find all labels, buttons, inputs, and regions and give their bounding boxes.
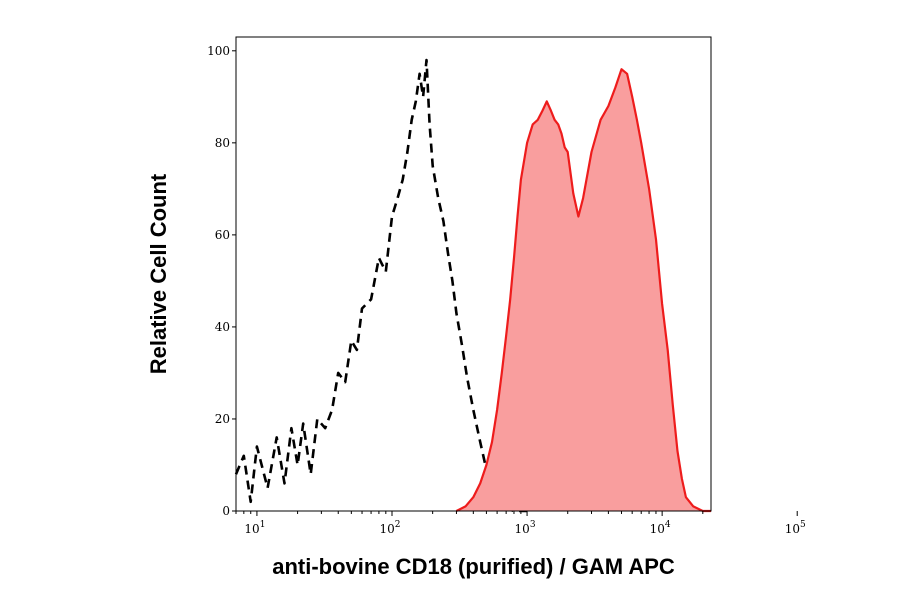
series-area-outline — [455, 68, 711, 513]
series-layer — [234, 58, 711, 513]
ticks-layer: 0 20 40 60 80 100 101 102 103 104 105 — [207, 44, 806, 536]
y-tick-label: 40 — [215, 320, 230, 334]
x-tick-label: 103 — [515, 520, 536, 536]
series-area-fill — [456, 69, 711, 511]
y-axis-title: Relative Cell Count — [146, 173, 171, 374]
x-tick-label: 105 — [785, 520, 806, 536]
x-tick-label: 102 — [379, 520, 400, 536]
y-tick-label: 80 — [215, 136, 230, 150]
x-tick-label: 101 — [244, 520, 265, 536]
series-dashed-line — [234, 58, 528, 513]
x-tick-label: 104 — [650, 520, 671, 536]
y-tick-label: 100 — [207, 44, 230, 58]
y-tick-label: 60 — [215, 228, 230, 242]
y-tick-label: 20 — [215, 412, 230, 426]
x-axis-title: anti-bovine CD18 (purified) / GAM APC — [272, 554, 675, 579]
y-tick-label: 0 — [222, 504, 230, 518]
